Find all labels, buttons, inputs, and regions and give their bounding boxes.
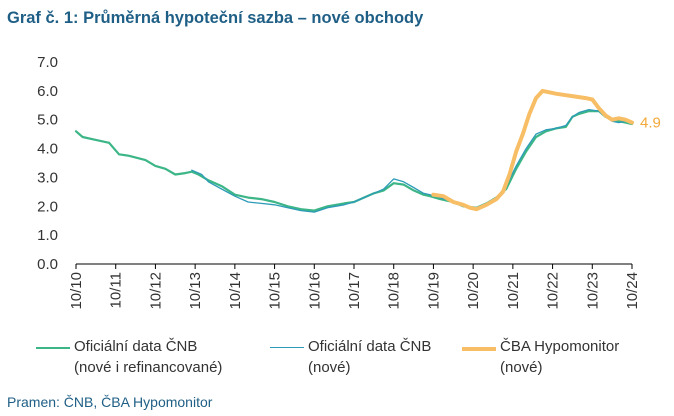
x-tick-label: 10/14 bbox=[227, 272, 244, 310]
y-tick-label: 2.0 bbox=[37, 198, 58, 215]
legend-sublabel: (nové) bbox=[308, 359, 351, 376]
legend-label: ČBA Hypomonitor bbox=[500, 338, 620, 355]
x-tick-label: 10/10 bbox=[68, 272, 85, 310]
legend-swatch-cba bbox=[462, 347, 496, 351]
line-chart: 0.0 1.0 2.0 3.0 4.0 5.0 6.0 7.0 10/10 10/11 10/12… bbox=[37, 54, 661, 310]
x-tick-label: 10/15 bbox=[267, 272, 284, 310]
x-tick-label: 10/23 bbox=[584, 272, 601, 310]
x-tick-label: 10/24 bbox=[624, 272, 641, 310]
legend-item-cnb-new: Oficiální data ČNB (nové) bbox=[270, 336, 431, 378]
y-tick-label: 4.0 bbox=[37, 141, 58, 158]
legend-sublabel: (nové) bbox=[500, 359, 543, 376]
y-tick-label: 5.0 bbox=[37, 112, 58, 129]
x-tick-label: 10/13 bbox=[187, 272, 204, 310]
y-tick-label: 6.0 bbox=[37, 83, 58, 100]
y-tick-label: 1.0 bbox=[37, 227, 58, 244]
legend-swatch-cnb-new bbox=[270, 347, 304, 348]
x-tick-label: 10/11 bbox=[108, 272, 125, 308]
y-tick-label: 3.0 bbox=[37, 169, 58, 186]
source-note: Pramen: ČNB, ČBA Hypomonitor bbox=[7, 394, 213, 410]
x-tick-label: 10/18 bbox=[386, 272, 403, 310]
legend-item-cnb-all: Oficiální data ČNB (nové i refinancované… bbox=[36, 336, 222, 378]
series-line-cnb-new bbox=[191, 108, 633, 213]
y-tick-label: 0.0 bbox=[37, 256, 58, 273]
end-value-label: 4.9 bbox=[640, 115, 661, 132]
legend-label: Oficiální data ČNB bbox=[308, 338, 432, 355]
y-axis-ticks: 0.0 1.0 2.0 3.0 4.0 5.0 6.0 7.0 bbox=[37, 54, 58, 273]
x-tick-label: 10/12 bbox=[147, 272, 164, 310]
series-line-cba bbox=[431, 88, 634, 212]
legend-swatch-cnb-all bbox=[36, 347, 70, 349]
x-tick-label: 10/20 bbox=[465, 272, 482, 310]
x-tick-label: 10/19 bbox=[425, 272, 442, 310]
legend-item-cba: ČBA Hypomonitor (nové) bbox=[462, 336, 619, 378]
chart-title: Graf č. 1: Průměrná hypoteční sazba – no… bbox=[7, 9, 424, 27]
x-tick-label: 10/16 bbox=[306, 272, 323, 310]
x-tick-label: 10/21 bbox=[505, 272, 522, 310]
series-line-cnb-all bbox=[74, 110, 634, 212]
x-tick-label: 10/17 bbox=[346, 272, 363, 310]
y-tick-label: 7.0 bbox=[37, 54, 58, 71]
x-tick-label: 10/22 bbox=[545, 272, 562, 310]
legend-label: Oficiální data ČNB bbox=[74, 338, 198, 355]
x-axis: 10/10 10/11 10/12 10/13 10/14 10/15 10/16 10/17… bbox=[68, 263, 641, 310]
chart-series bbox=[74, 88, 634, 213]
legend-sublabel: (nové i refinancované) bbox=[74, 359, 223, 376]
